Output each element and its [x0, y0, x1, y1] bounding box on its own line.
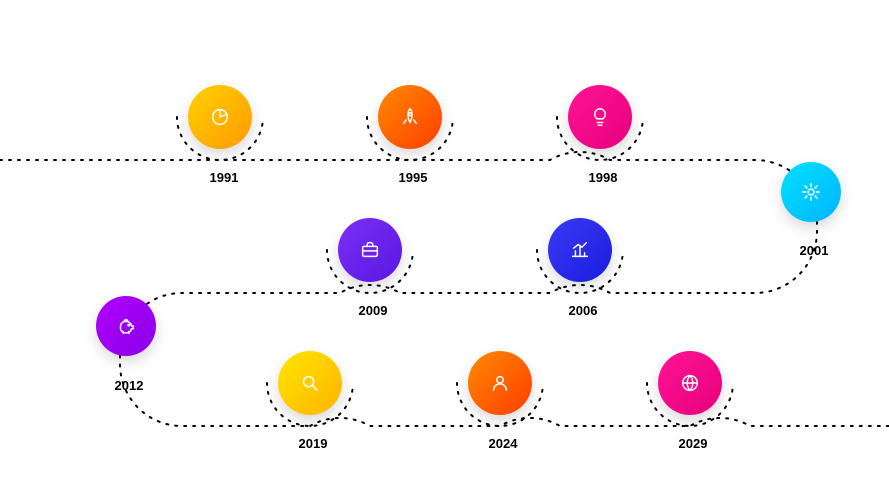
gear-icon: [800, 181, 822, 203]
timeline-label-2029: 2029: [679, 436, 708, 451]
globe-icon: [679, 372, 701, 394]
chart-icon: [569, 239, 591, 261]
timeline-node-2009: [338, 218, 402, 282]
timeline-node-2001: [781, 162, 841, 222]
piggy-icon: [115, 315, 137, 337]
timeline-label-1998: 1998: [589, 170, 618, 185]
briefcase-icon: [359, 239, 381, 261]
timeline-label-1991: 1991: [210, 170, 239, 185]
pie-icon: [209, 106, 231, 128]
rocket-icon: [399, 106, 421, 128]
timeline-label-2012: 2012: [115, 378, 144, 393]
timeline-label-2001: 2001: [800, 243, 829, 258]
timeline-label-2019: 2019: [299, 436, 328, 451]
timeline-label-1995: 1995: [399, 170, 428, 185]
timeline-node-2012: [96, 296, 156, 356]
timeline-label-2024: 2024: [489, 436, 518, 451]
timeline-node-2006: [548, 218, 612, 282]
timeline-node-2019: [278, 351, 342, 415]
timeline-path-svg: [0, 0, 889, 500]
timeline-node-1991: [188, 85, 252, 149]
timeline-label-2006: 2006: [569, 303, 598, 318]
timeline-label-2009: 2009: [359, 303, 388, 318]
bulb-icon: [589, 106, 611, 128]
timeline-node-1998: [568, 85, 632, 149]
timeline-node-2029: [658, 351, 722, 415]
timeline-node-1995: [378, 85, 442, 149]
timeline-node-2024: [468, 351, 532, 415]
search-icon: [299, 372, 321, 394]
timeline-infographic: 1991 1995 1998 2001 2006 2009 2012 2019 2024 2029: [0, 0, 889, 500]
avatar-icon: [489, 372, 511, 394]
